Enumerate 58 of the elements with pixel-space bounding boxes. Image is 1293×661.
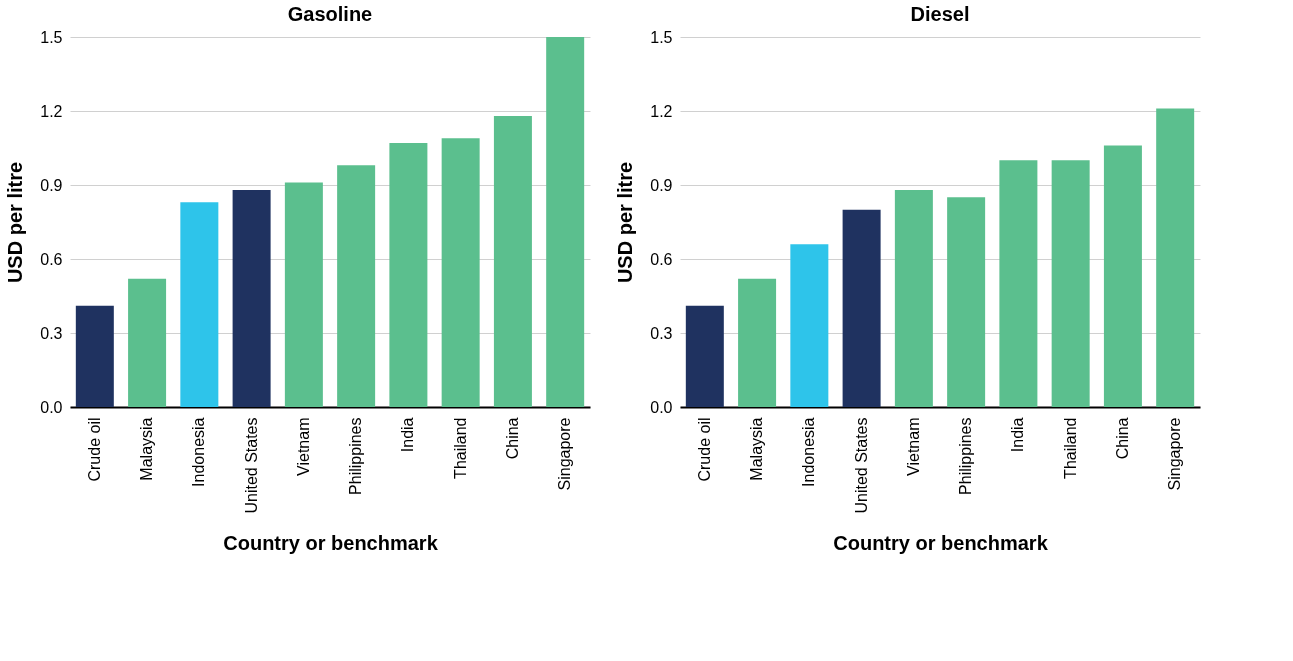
y-tick-label: 1.5 [650, 28, 673, 46]
chart-title: Gasoline [287, 3, 373, 25]
x-tick-label: Crude oil [695, 417, 713, 482]
y-tick-label: 0.0 [650, 398, 673, 416]
bar [337, 165, 376, 407]
x-tick-label: Thailand [451, 417, 469, 479]
bar [75, 305, 114, 407]
x-tick-label: China [503, 417, 521, 460]
y-axis-title: USD per litre [614, 161, 637, 284]
y-tick-label: 0.6 [40, 250, 63, 268]
x-tick-label: Singapore [1166, 417, 1184, 491]
x-tick-label: China [1113, 417, 1131, 460]
y-axis-title: USD per litre [4, 161, 27, 284]
x-axis-title: Country or benchmark [223, 531, 439, 554]
bar [389, 143, 428, 407]
y-tick-label: 0.9 [40, 176, 63, 194]
bar [894, 189, 933, 407]
x-tick-label: Vietnam [294, 417, 312, 476]
x-tick-label: Singapore [556, 417, 574, 491]
bar [546, 37, 585, 407]
chart-title: Diesel [910, 3, 970, 25]
x-tick-label: Thailand [1061, 417, 1079, 479]
y-tick-label: 0.3 [650, 324, 673, 342]
bar [232, 189, 271, 407]
x-tick-label: Indonesia [190, 417, 208, 487]
x-tick-label: Vietnam [904, 417, 922, 476]
x-tick-label: Malaysia [138, 417, 156, 481]
y-tick-label: 0.3 [40, 324, 63, 342]
x-tick-label: Philippines [347, 417, 365, 495]
bar [1051, 160, 1090, 407]
x-tick-label: Crude oil [85, 417, 103, 482]
bar [685, 305, 724, 407]
bar [999, 160, 1038, 407]
bar [284, 182, 323, 407]
bar [790, 244, 829, 407]
bar [842, 209, 881, 407]
y-tick-label: 1.2 [650, 102, 673, 120]
x-tick-label: India [399, 417, 417, 453]
bar [493, 115, 532, 407]
bar [441, 138, 480, 407]
y-tick-label: 1.5 [40, 28, 63, 46]
bar [128, 278, 167, 407]
y-tick-label: 0.9 [650, 176, 673, 194]
x-axis-title: Country or benchmark [833, 531, 1049, 554]
x-tick-label: United States [852, 417, 870, 514]
bar [1103, 145, 1142, 407]
y-tick-label: 0.6 [650, 250, 673, 268]
x-tick-label: United States [242, 417, 260, 514]
x-tick-label: Malaysia [748, 417, 766, 481]
bar [1156, 108, 1195, 407]
y-tick-label: 1.2 [40, 102, 63, 120]
x-tick-label: Philippines [957, 417, 975, 495]
bar [180, 202, 219, 407]
y-tick-label: 0.0 [40, 398, 63, 416]
x-tick-label: Indonesia [800, 417, 818, 487]
bar [947, 197, 986, 407]
bar [738, 278, 777, 407]
x-tick-label: India [1009, 417, 1027, 453]
